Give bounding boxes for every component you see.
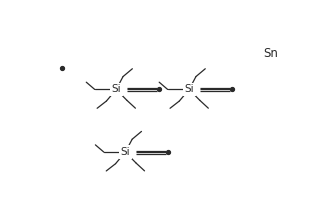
Text: Sn: Sn bbox=[264, 47, 279, 60]
Text: Si: Si bbox=[112, 85, 121, 94]
Text: Si: Si bbox=[184, 85, 194, 94]
Text: Si: Si bbox=[121, 147, 130, 157]
